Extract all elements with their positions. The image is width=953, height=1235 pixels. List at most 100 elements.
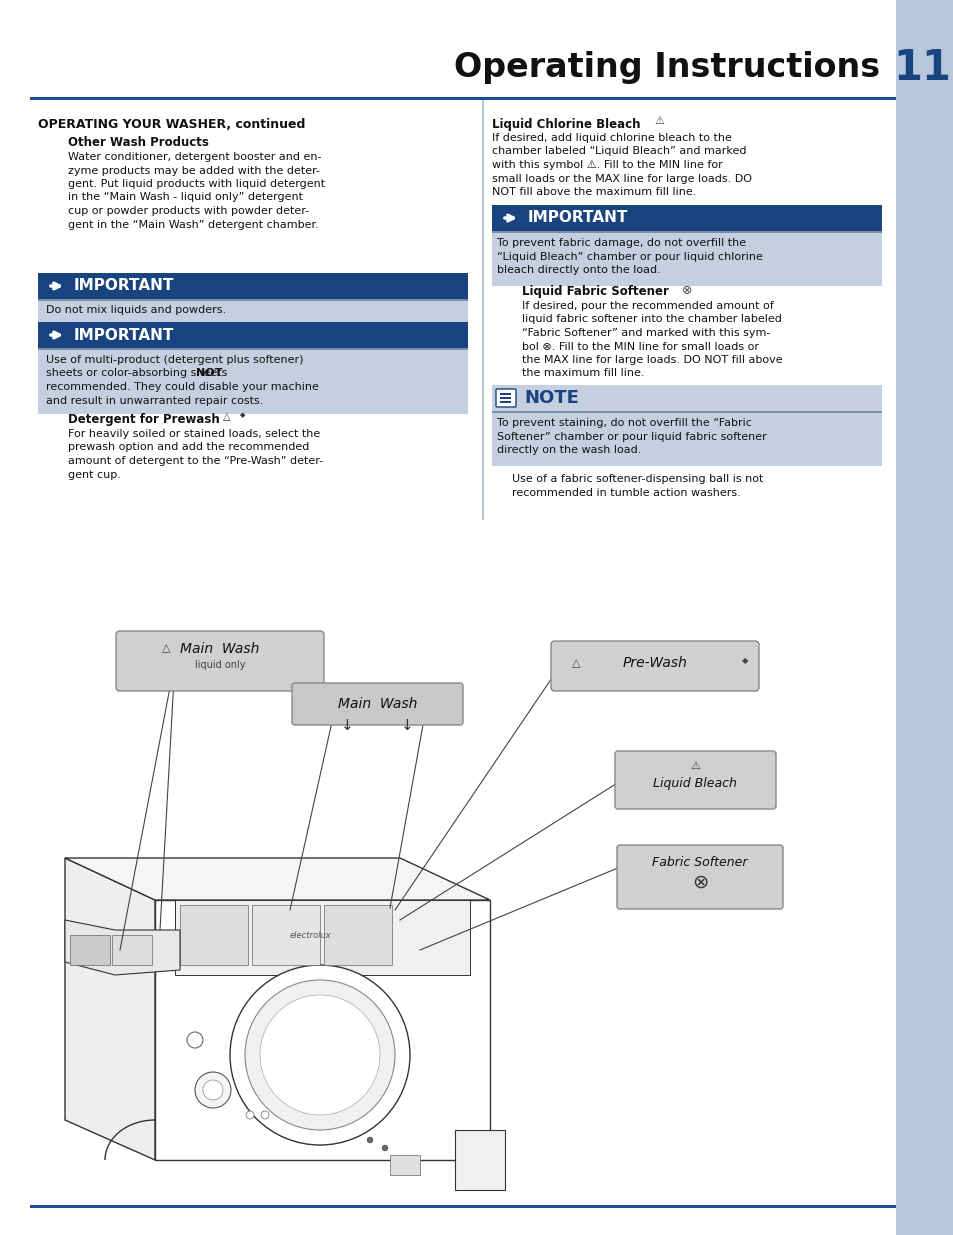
Text: chamber labeled “Liquid Bleach” and marked: chamber labeled “Liquid Bleach” and mark… (492, 147, 745, 157)
Polygon shape (65, 858, 154, 1160)
Bar (174, 900, 470, 974)
Text: Main  Wash: Main Wash (180, 642, 259, 656)
Text: bol ⊗. Fill to the MIN line for small loads or: bol ⊗. Fill to the MIN line for small lo… (521, 342, 759, 352)
Text: Liquid Fabric Softener: Liquid Fabric Softener (521, 285, 668, 298)
Text: directly on the wash load.: directly on the wash load. (497, 445, 640, 454)
Bar (38, 273, 468, 299)
FancyBboxPatch shape (496, 389, 516, 408)
Text: IMPORTANT: IMPORTANT (74, 327, 174, 342)
FancyBboxPatch shape (615, 751, 775, 809)
Bar (499, 396, 511, 399)
Text: Detergent for Prewash: Detergent for Prewash (68, 412, 219, 426)
Text: OPERATING YOUR WASHER, continued: OPERATING YOUR WASHER, continued (38, 119, 305, 131)
Circle shape (230, 965, 410, 1145)
Bar (492, 385, 882, 466)
Text: the maximum fill line.: the maximum fill line. (521, 368, 644, 378)
Text: zyme products may be added with the deter-: zyme products may be added with the dete… (68, 165, 319, 175)
Text: NOTE: NOTE (523, 389, 578, 408)
Text: IMPORTANT: IMPORTANT (527, 210, 628, 226)
Text: △: △ (223, 412, 231, 422)
Text: Fabric Softener: Fabric Softener (652, 856, 747, 868)
Bar (499, 393, 511, 394)
Circle shape (260, 995, 379, 1115)
Bar (390, 1155, 419, 1174)
Text: recommended in tumble action washers.: recommended in tumble action washers. (512, 488, 740, 498)
Bar (30, 98, 895, 100)
Text: △: △ (162, 643, 171, 653)
Text: Water conditioner, detergent booster and en-: Water conditioner, detergent booster and… (68, 152, 321, 162)
Text: with this symbol ⚠. Fill to the MIN line for: with this symbol ⚠. Fill to the MIN line… (492, 161, 722, 170)
Polygon shape (65, 920, 180, 974)
Bar (455, 1130, 504, 1191)
Circle shape (367, 1137, 373, 1144)
Text: Softener” chamber or pour liquid fabric softener: Softener” chamber or pour liquid fabric … (497, 431, 766, 441)
Bar (38, 299, 468, 300)
Text: Use of multi-product (detergent plus softener): Use of multi-product (detergent plus sof… (46, 354, 303, 366)
Text: Liquid Chlorine Bleach: Liquid Chlorine Bleach (492, 119, 639, 131)
FancyBboxPatch shape (116, 631, 324, 692)
Text: Operating Instructions: Operating Instructions (454, 52, 879, 84)
Circle shape (194, 1072, 231, 1108)
Text: NOT fill above the maximum fill line.: NOT fill above the maximum fill line. (492, 186, 696, 198)
Bar (38, 322, 468, 414)
Text: To prevent staining, do not overfill the “Fabric: To prevent staining, do not overfill the… (497, 417, 751, 429)
Bar (252, 905, 319, 965)
Bar (492, 411, 882, 412)
Polygon shape (65, 858, 490, 900)
Text: “Fabric Softener” and marked with this sym-: “Fabric Softener” and marked with this s… (521, 329, 770, 338)
Circle shape (246, 1112, 253, 1119)
Bar (30, 1205, 895, 1208)
Bar (492, 205, 882, 231)
Text: ↓: ↓ (340, 719, 353, 734)
FancyBboxPatch shape (617, 845, 782, 909)
Text: and result in unwarranted repair costs.: and result in unwarranted repair costs. (46, 395, 263, 405)
Circle shape (203, 1079, 223, 1100)
Text: bleach directly onto the load.: bleach directly onto the load. (497, 266, 660, 275)
Text: Main  Wash: Main Wash (338, 697, 417, 711)
Text: Liquid Bleach: Liquid Bleach (653, 778, 736, 790)
Text: “Liquid Bleach” chamber or pour liquid chlorine: “Liquid Bleach” chamber or pour liquid c… (497, 252, 762, 262)
Text: ⊗: ⊗ (691, 872, 707, 892)
Text: If desired, add liquid chlorine bleach to the: If desired, add liquid chlorine bleach t… (492, 133, 731, 143)
Text: gent in the “Main Wash” detergent chamber.: gent in the “Main Wash” detergent chambe… (68, 220, 318, 230)
Bar (499, 401, 511, 403)
FancyBboxPatch shape (551, 641, 759, 692)
Bar (112, 935, 152, 965)
Text: amount of detergent to the “Pre-Wash” deter-: amount of detergent to the “Pre-Wash” de… (68, 456, 323, 466)
Circle shape (245, 981, 395, 1130)
Bar (70, 935, 110, 965)
Bar (38, 348, 468, 350)
Text: gent cup.: gent cup. (68, 469, 121, 479)
Text: To prevent fabric damage, do not overfill the: To prevent fabric damage, do not overfil… (497, 238, 745, 248)
Circle shape (261, 1112, 269, 1119)
Polygon shape (154, 900, 490, 1160)
Text: Use of a fabric softener-dispensing ball is not: Use of a fabric softener-dispensing ball… (512, 474, 762, 484)
Text: Pre-Wash: Pre-Wash (622, 656, 687, 671)
Text: small loads or the MAX line for large loads. DO: small loads or the MAX line for large lo… (492, 173, 751, 184)
Text: recommended. They could disable your machine: recommended. They could disable your mac… (46, 382, 318, 391)
Bar (180, 905, 248, 965)
Bar (492, 205, 882, 287)
Text: the MAX line for large loads. DO NOT fill above: the MAX line for large loads. DO NOT fil… (521, 354, 781, 366)
Bar (492, 231, 882, 232)
Text: ⚠: ⚠ (654, 116, 663, 126)
Text: ⊗: ⊗ (681, 284, 692, 296)
Text: sheets or color-absorbing sheets: sheets or color-absorbing sheets (46, 368, 231, 378)
Text: in the “Main Wash - liquid only” detergent: in the “Main Wash - liquid only” deterge… (68, 193, 303, 203)
Text: △: △ (572, 658, 579, 668)
Text: ⚠: ⚠ (689, 761, 700, 771)
Circle shape (381, 1145, 388, 1151)
Text: NOT: NOT (196, 368, 222, 378)
Text: cup or powder products with powder deter-: cup or powder products with powder deter… (68, 206, 309, 216)
Text: Do not mix liquids and powders.: Do not mix liquids and powders. (46, 305, 226, 315)
Text: gent. Put liquid products with liquid detergent: gent. Put liquid products with liquid de… (68, 179, 325, 189)
Text: ◆: ◆ (240, 412, 245, 417)
Text: electrolux: electrolux (289, 930, 331, 940)
Bar (38, 273, 468, 327)
Text: IMPORTANT: IMPORTANT (74, 279, 174, 294)
Text: 11: 11 (892, 47, 950, 89)
Text: For heavily soiled or stained loads, select the: For heavily soiled or stained loads, sel… (68, 429, 320, 438)
Text: liquid only: liquid only (194, 659, 245, 671)
Bar (895, 0, 953, 1235)
Bar (38, 322, 468, 348)
